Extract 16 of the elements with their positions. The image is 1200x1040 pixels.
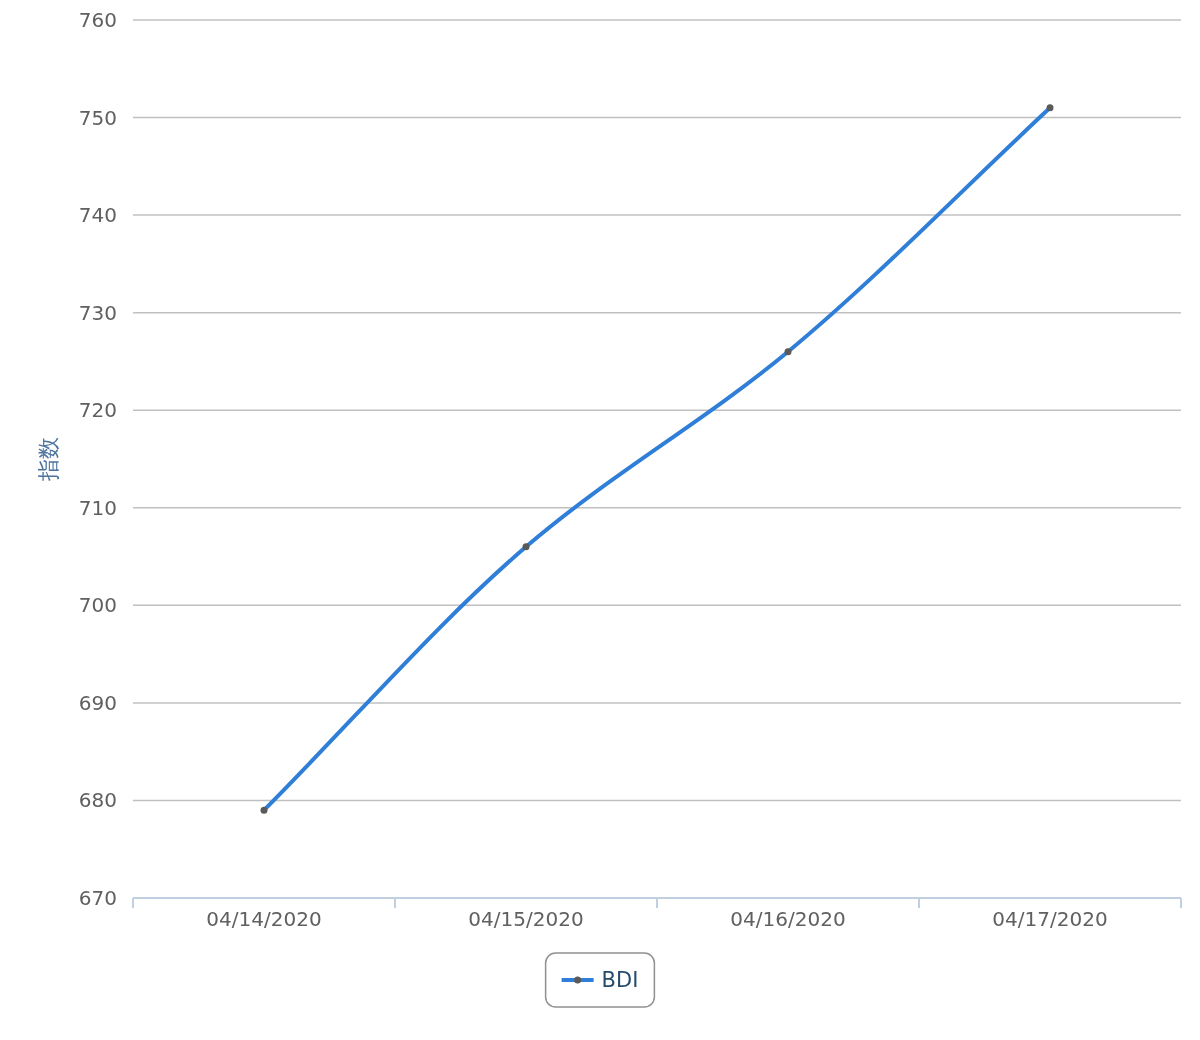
x-tick-label: 04/16/2020	[730, 907, 846, 931]
y-tick-label: 680	[78, 788, 117, 813]
y-tick-label: 730	[78, 300, 117, 325]
y-tick-label: 670	[78, 886, 117, 910]
y-tick-label: 740	[78, 203, 117, 228]
y-tick-label: 700	[78, 593, 117, 618]
y-tick-label: 760	[78, 8, 117, 32]
y-tick-label: 710	[78, 495, 117, 520]
y-tick-label: 720	[78, 398, 117, 423]
y-tick-label: 690	[78, 690, 117, 715]
legend-label: BDI	[601, 968, 639, 992]
x-tick-label: 04/15/2020	[468, 907, 584, 931]
x-tick-label: 04/14/2020	[206, 907, 322, 931]
x-tick-label: 04/17/2020	[992, 907, 1108, 931]
y-axis-title: 指数	[35, 437, 61, 481]
y-tick-label: 750	[78, 105, 117, 130]
